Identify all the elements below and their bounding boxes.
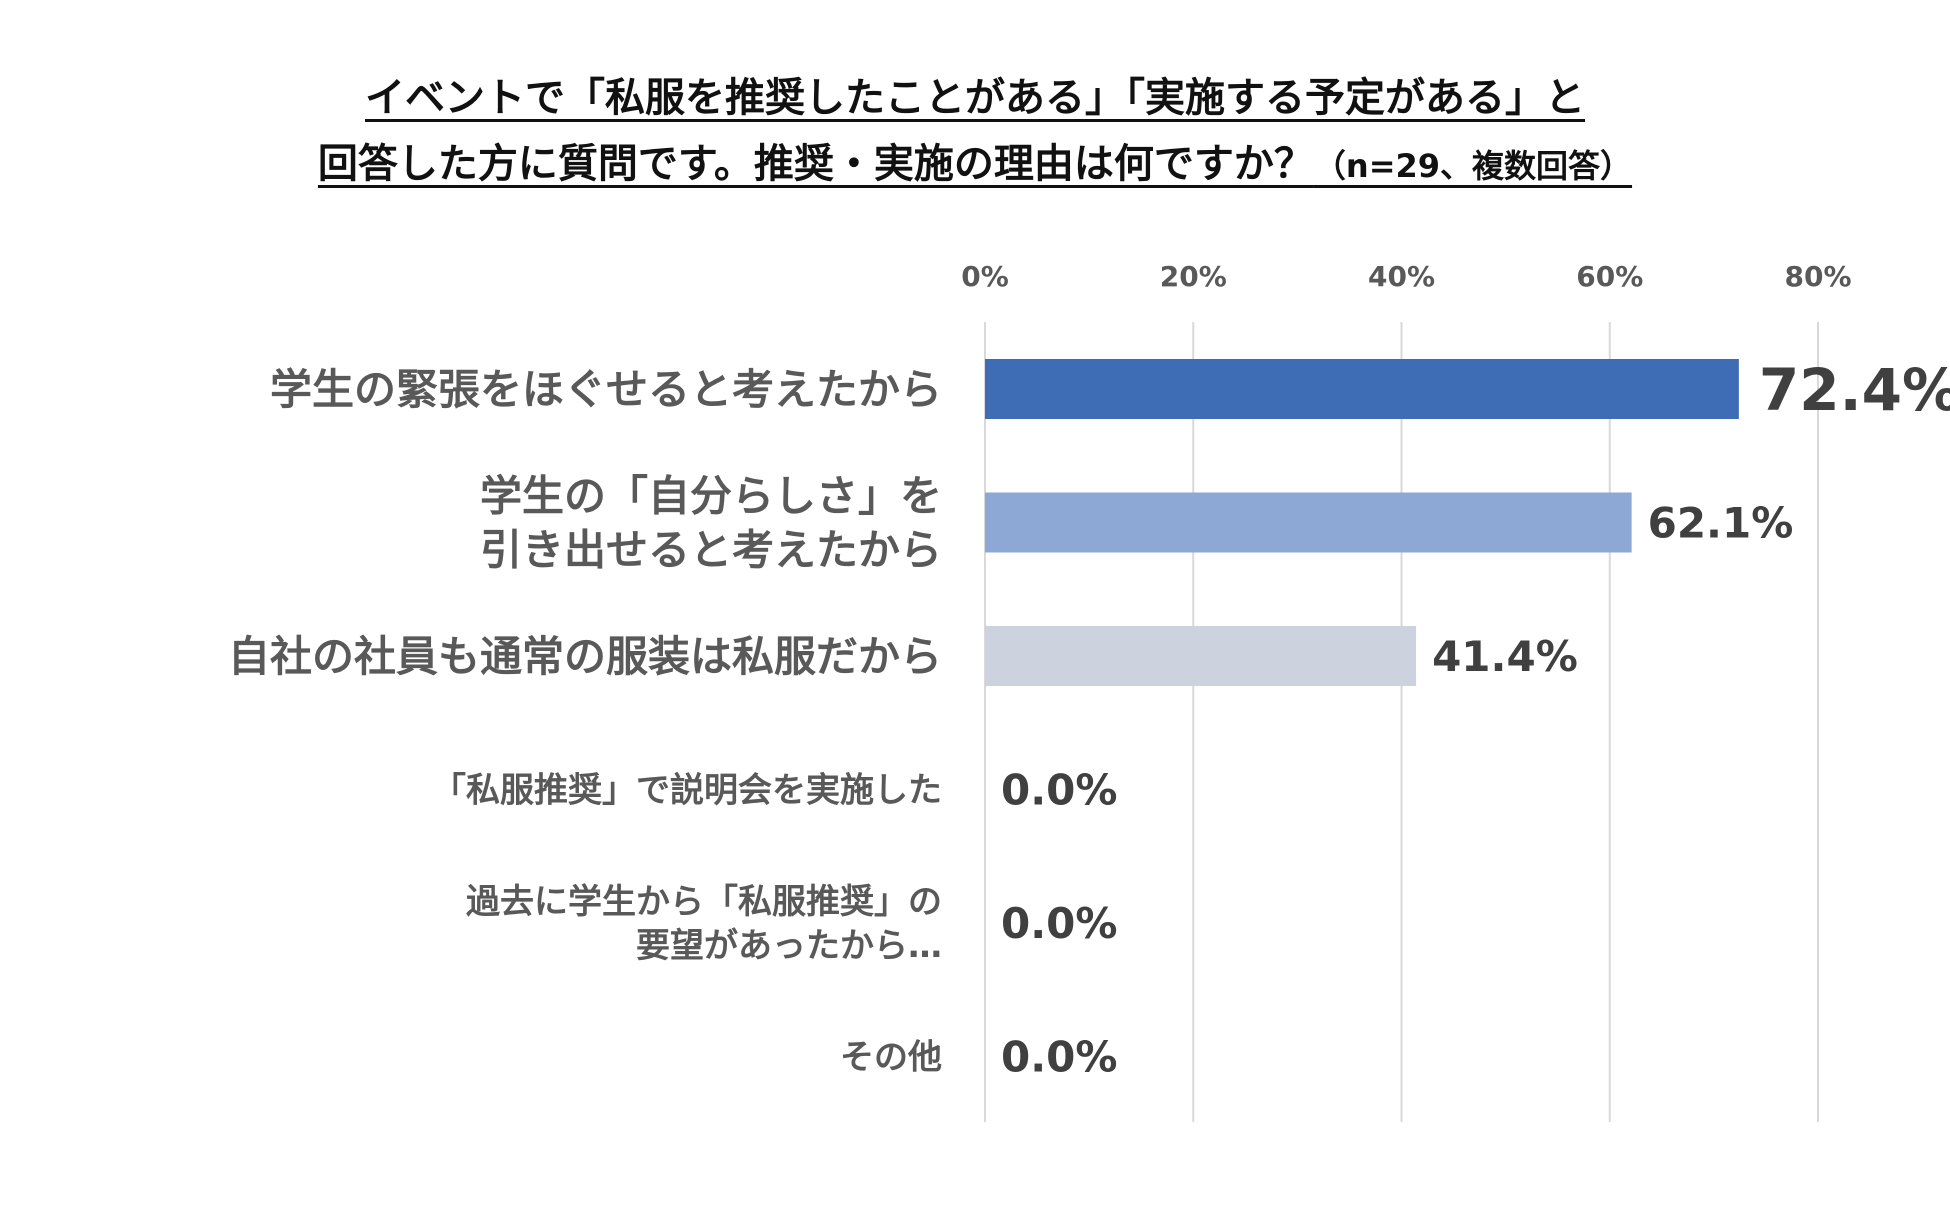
category-label-2: 学生の「自分らしさ」を引き出せると考えたから [480,472,942,575]
category-label-4: 「私服推奨」で説明会を実施した [432,771,942,811]
value-label-6: 0.0% [1001,1033,1117,1082]
category-label-1: 学生の緊張をほぐせると考えたから [270,365,942,414]
category-label-5-line-1: 過去に学生から「私服推奨」の [466,882,942,922]
bars [985,359,1739,686]
category-label-5-line-2: 要望があったから… [636,926,942,966]
x-tick-label-20: 20% [1160,260,1227,293]
value-label-1: 72.4% [1759,356,1950,424]
title-line-1: イベントで「私服を推奨したことがある」「実施する予定がある」と [365,72,1585,124]
category-label-4-line-1: 「私服推奨」で説明会を実施した [432,771,942,811]
category-label-6: その他 [840,1038,942,1078]
title-note: （n=29、複数回答） [1313,147,1633,185]
bar-3 [985,626,1417,686]
chart-title: イベントで「私服を推奨したことがある」「実施する予定がある」と 回答した方に質問… [0,72,1950,192]
gridlines [984,322,1819,1122]
value-label-3: 41.4% [1432,632,1578,681]
bar-1 [985,359,1739,419]
x-axis-ticks: 0% 20% 40% 60% 80% [961,260,1851,293]
x-tick-label-40: 40% [1368,260,1435,293]
category-labels: 学生の緊張をほぐせると考えたから学生の「自分らしさ」を引き出せると考えたから自社… [228,365,942,1078]
x-tick-label-80: 80% [1784,260,1851,293]
x-tick-label-0: 0% [961,260,1009,293]
value-label-4: 0.0% [1001,766,1117,815]
value-label-5: 0.0% [1001,899,1117,948]
category-label-5: 過去に学生から「私服推奨」の要望があったから… [466,882,942,966]
title-line-2: 回答した方に質問です。推奨・実施の理由は何ですか？（n=29、複数回答） [318,138,1632,192]
category-label-1-line-1: 学生の緊張をほぐせると考えたから [270,365,942,414]
title-line-1-text: イベントで「私服を推奨したことがある」「実施する予定がある」と [365,75,1585,121]
category-label-2-line-2: 引き出せると考えたから [480,526,942,575]
bar-2 [985,492,1632,553]
title-line-2-text: 回答した方に質問です。推奨・実施の理由は何ですか？ [317,141,1314,187]
category-label-3: 自社の社員も通常の服装は私服だから [228,632,942,681]
value-labels: 72.4% 62.1% 41.4% 0.0% 0.0% 0.0% [1001,356,1950,1082]
category-label-2-line-1: 学生の「自分らしさ」を [480,472,942,521]
value-label-2: 62.1% [1648,499,1794,548]
x-tick-label-60: 60% [1576,260,1643,293]
category-label-3-line-1: 自社の社員も通常の服装は私服だから [228,632,942,681]
category-label-6-line-1: その他 [840,1038,942,1078]
